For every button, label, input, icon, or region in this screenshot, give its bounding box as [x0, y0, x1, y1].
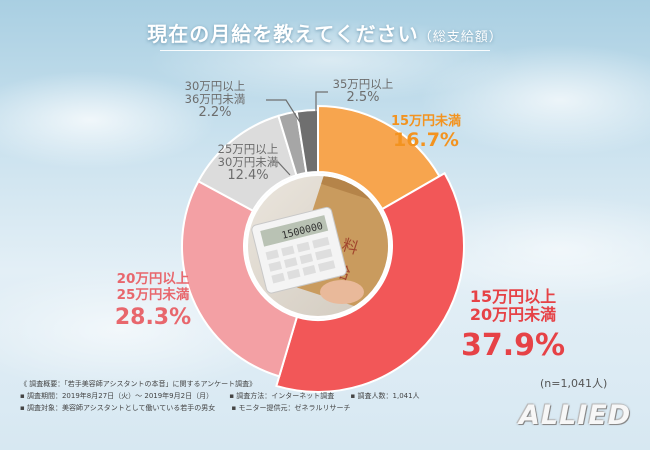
label-15-20man: 15万円以上 20万円未満 37.9%	[438, 287, 588, 363]
chart-title: 現在の月給を教えてください（総支給額）	[0, 18, 650, 47]
label-30-36man-line2: 36万円未満	[184, 92, 246, 107]
label-under-15man: 15万円未満 16.7%	[376, 114, 476, 152]
calculator: 1500000	[251, 206, 347, 294]
title-underline	[160, 50, 490, 51]
notes-monitor: ▪ モニター提供元：ゼネラルリサーチ	[231, 403, 351, 412]
label-25-30man: 25万円以上 30万円未満 12.4%	[198, 142, 298, 184]
hand	[320, 280, 364, 304]
label-35man-over: 35万円以上 2.5%	[318, 77, 408, 106]
label-25-30man-pct: 12.4%	[227, 168, 269, 184]
label-15-20man-line1: 15万円以上	[469, 287, 557, 306]
label-under-15man-pct: 16.7%	[393, 128, 459, 151]
notes-method: ▪ 調査方法：インターネット調査	[229, 391, 335, 400]
notes-header: 《 調査概要：「若手美容師アシスタントの本音」に関するアンケート調査》	[20, 380, 257, 388]
label-25-30man-line1: 25万円以上	[217, 142, 279, 156]
label-25-30man-line2: 30万円未満	[217, 155, 279, 170]
leader-line-30man	[266, 99, 309, 136]
slice-15-20man	[275, 171, 465, 393]
label-20-25man-line2: 25万円未満	[116, 286, 190, 303]
slice-20-25man	[181, 179, 299, 378]
label-20-25man-line1: 20万円以上	[116, 271, 190, 287]
label-15-20man-pct: 37.9%	[460, 327, 566, 363]
leader-line-35man	[315, 91, 328, 135]
label-30-36man-pct: 2.2%	[198, 105, 232, 121]
allied-logo: ALLIED	[519, 400, 632, 431]
label-35man-line1: 35万円以上	[332, 77, 394, 91]
label-30-36man-line1: 30万円以上	[184, 79, 246, 93]
title-main: 現在の月給を教えてください	[147, 22, 419, 46]
sample-size: (n=1,041人)	[540, 377, 608, 390]
label-30-36man: 30万円以上 36万円未満 2.2%	[160, 79, 270, 121]
notes-row-1: ▪ 調査期間：2019年8月27日（火）～ 2019年9月2日（月） ▪ 調査方…	[20, 391, 490, 403]
notes-count: ▪ 調査人数：1,041人	[350, 391, 420, 400]
notes-target: ▪ 調査対象：美容師アシスタントとして働いている若手の男女	[20, 403, 216, 412]
label-20-25man-pct: 28.3%	[114, 305, 192, 331]
survey-notes: 《 調査概要：「若手美容師アシスタントの本音」に関するアンケート調査》 ▪ 調査…	[20, 379, 490, 415]
label-under-15man-line1: 15万円未満	[390, 114, 462, 129]
title-sub: （総支給額）	[418, 30, 503, 45]
label-15-20man-line2: 20万円未満	[469, 305, 557, 325]
notes-period: ▪ 調査期間：2019年8月27日（火）～ 2019年9月2日（月）	[20, 391, 214, 400]
label-35man-pct: 2.5%	[346, 90, 380, 106]
envelope-char-2: 料	[340, 235, 361, 258]
leader-line-25man	[270, 161, 291, 176]
label-20-25man: 20万円以上 25万円未満 28.3%	[88, 271, 218, 331]
notes-row-2: ▪ 調査対象：美容師アシスタントとして働いている若手の男女 ▪ モニター提供元：…	[20, 403, 490, 415]
